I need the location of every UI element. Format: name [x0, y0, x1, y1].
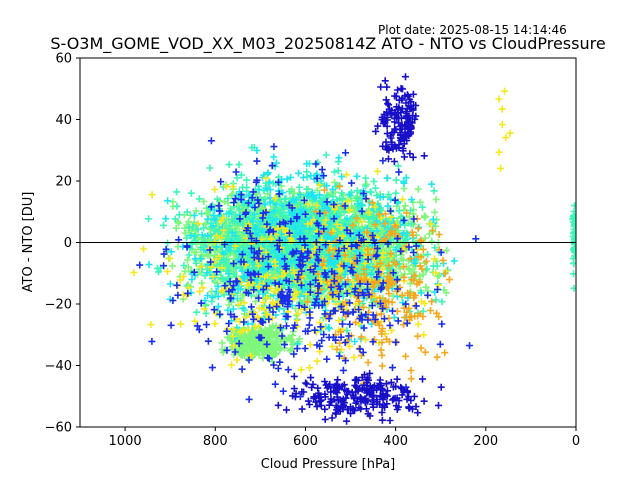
x-tick-label: 800 [203, 434, 228, 449]
x-axis-label: Cloud Pressure [hPa] [261, 457, 396, 472]
y-tick-label: 40 [55, 113, 72, 128]
y-tick-label: 0 [64, 236, 72, 251]
x-tick-label: 400 [383, 434, 408, 449]
plot-date: Plot date: 2025-08-15 14:14:46 [378, 23, 567, 37]
x-tick-label: 200 [473, 434, 498, 449]
x-axis: 1000 800 600 400 200 0 [109, 427, 580, 449]
x-tick-label: 1000 [109, 434, 142, 449]
y-tick-label: −40 [45, 359, 72, 374]
y-axis-label: ATO - NTO [DU] [21, 192, 36, 293]
scatter-series-markers [274, 73, 445, 425]
x-tick-label: 600 [293, 434, 318, 449]
scatter-series-markers [136, 137, 480, 403]
y-tick-label: −20 [45, 298, 72, 313]
y-tick-label: 20 [55, 175, 72, 190]
y-tick-label: −60 [45, 421, 72, 436]
y-axis: −60 −40 −20 0 20 40 60 [45, 52, 80, 436]
y-tick-label: 60 [55, 52, 72, 67]
scatter-points [130, 73, 576, 425]
x-tick-label: 0 [572, 434, 580, 449]
chart-title: S-O3M_GOME_VOD_XX_M03_20250814Z ATO - NT… [50, 34, 606, 53]
